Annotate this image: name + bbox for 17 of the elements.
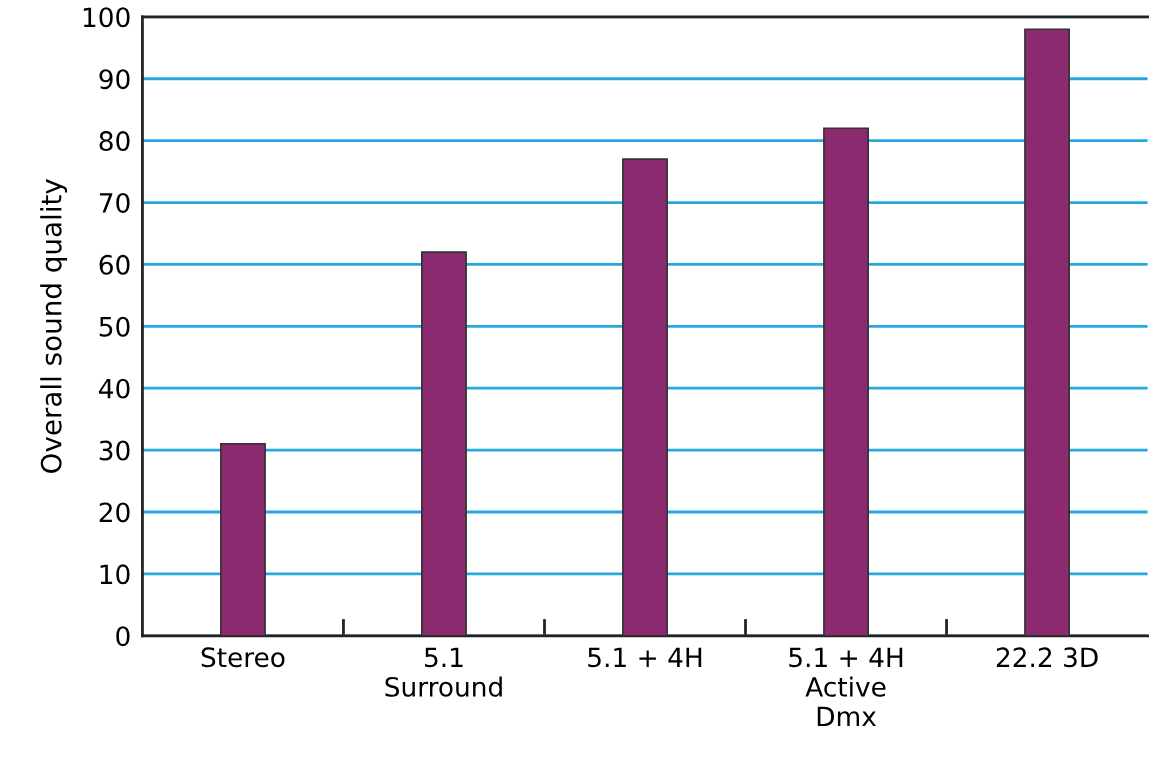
y-tick-label: 10 [100,564,130,585]
y-tick-label: 100 [83,7,130,28]
y-tick-label: 60 [99,254,130,275]
x-tick-label: 5.1 Surround [385,647,502,697]
y-tick-label: 50 [99,316,130,337]
x-tick-label: 22.2 3D [996,647,1098,668]
y-tick-label: 30 [99,440,130,461]
y-tick-label: 80 [99,131,130,152]
x-tick-label: Stereo [201,647,285,668]
y-tick-label: 20 [99,502,130,523]
y-axis-title: Overall sound quality [40,179,68,473]
y-tick-label: 70 [99,192,130,213]
y-tick-label: 40 [99,378,130,399]
y-tick-label: 90 [99,69,130,90]
y-tick-label: 0 [116,626,130,647]
x-tick-label: 5.1 + 4H [588,647,702,668]
x-tick-label: 5.1 + 4H Active Dmx [789,647,903,727]
